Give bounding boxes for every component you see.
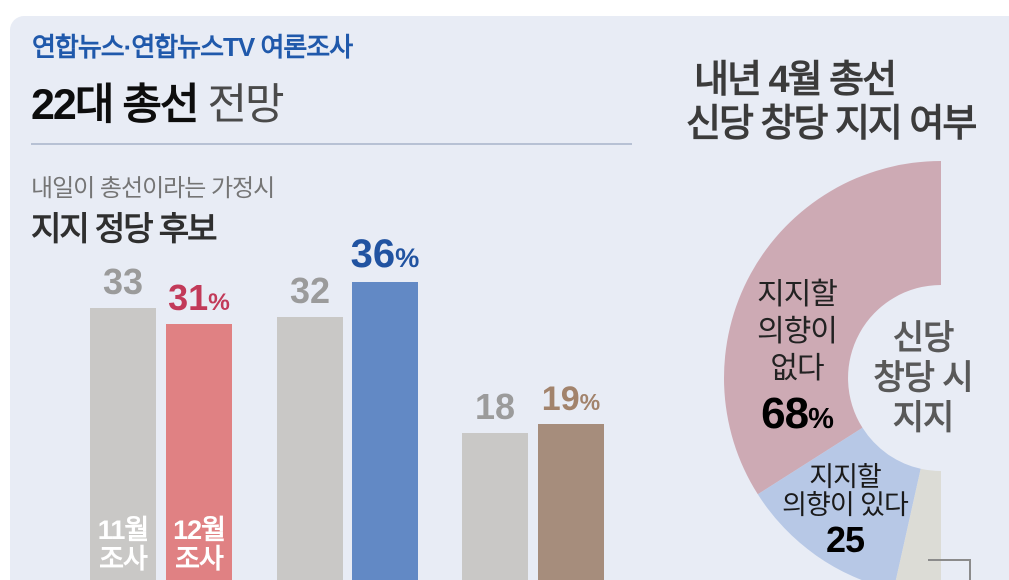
bar-dec-group2 bbox=[352, 282, 418, 580]
donut-chart-title: 내년 4월 총선 신당 창당 지지 여부 bbox=[686, 59, 977, 145]
title-divider bbox=[31, 143, 632, 145]
bar-value-label: 18 bbox=[474, 386, 516, 427]
bar-series-tag-nov: 11월 조사 bbox=[97, 515, 149, 574]
bar-value-label: 31% bbox=[168, 277, 230, 318]
bar-dec-group1: 12월 조사 bbox=[166, 324, 232, 580]
bar-chart-title: 지지 정당 후보 bbox=[31, 210, 217, 247]
donut-label-yes-intent: 지지할 의향이 있다 25 bbox=[782, 462, 909, 560]
bar-nov-group3 bbox=[462, 433, 528, 580]
bar-series-tag-dec: 12월 조사 bbox=[173, 515, 226, 574]
bar-value-label: 32 bbox=[289, 270, 331, 311]
bar-nov-group1: 11월 조사 bbox=[90, 308, 156, 580]
bar-chart-subtitle: 내일이 총선이라는 가정시 bbox=[31, 175, 275, 202]
page-title-strong: 22대 총선 bbox=[31, 81, 199, 129]
kicker-text: 연합뉴스·연합뉴스TV 여론조사 bbox=[32, 32, 353, 62]
bar-value-label: 36% bbox=[350, 232, 420, 276]
page-title-light: 전망 bbox=[207, 81, 284, 129]
bar-value-label: 19% bbox=[541, 380, 601, 418]
donut-label-no-intent: 지지할 의향이 없다 68% bbox=[757, 278, 838, 438]
bar-dec-group3 bbox=[538, 424, 604, 580]
donut-center-label: 신당 창당 시 지지 bbox=[873, 319, 973, 437]
page-title: 22대 총선 전망 bbox=[31, 70, 285, 132]
bar-value-label: 33 bbox=[102, 261, 144, 302]
bar-nov-group2 bbox=[277, 317, 343, 580]
